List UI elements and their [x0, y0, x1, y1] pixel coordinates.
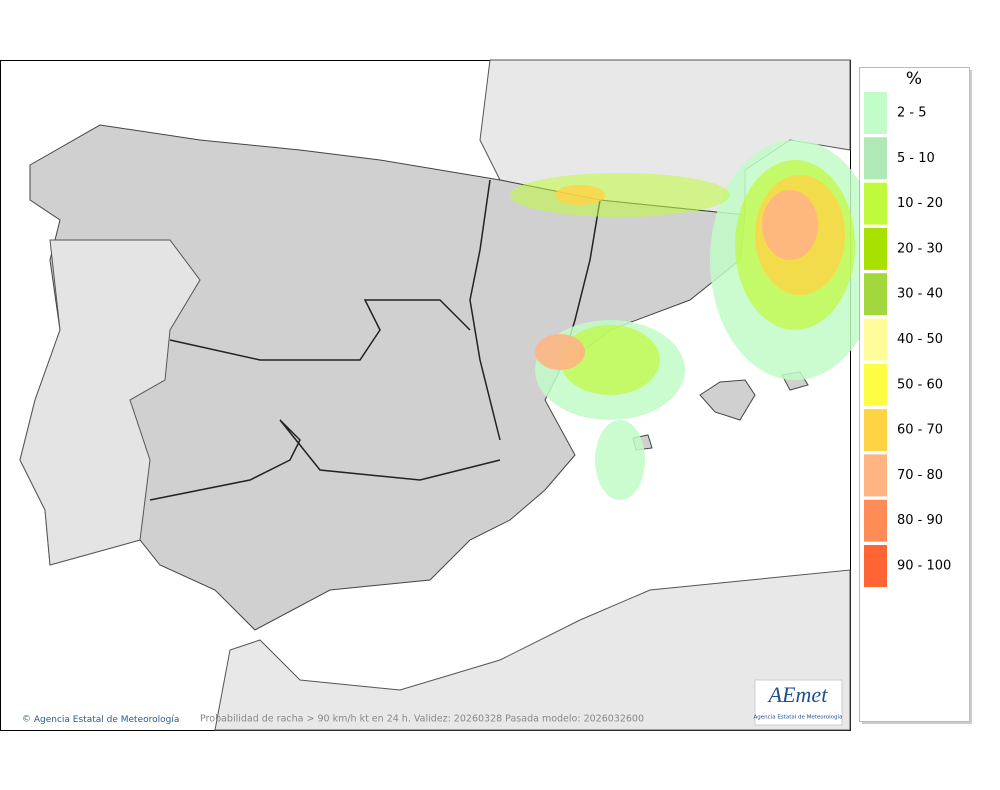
- legend-label: 2 - 5: [897, 106, 927, 121]
- area: [595, 420, 645, 500]
- legend-swatch: [864, 92, 887, 134]
- legend-label: 10 - 20: [897, 196, 943, 211]
- border: [169, 299, 471, 361]
- legend-swatch: [864, 499, 887, 542]
- area: [762, 190, 818, 260]
- portugal: [19, 239, 201, 566]
- legend-swatch: [864, 182, 887, 225]
- legend-swatch: [864, 273, 887, 316]
- area: [560, 325, 660, 395]
- legend-swatch: [864, 409, 887, 452]
- border: [469, 179, 501, 441]
- area: [510, 173, 730, 217]
- logo-subtitle: Agencia Estatal de Meteorología: [754, 714, 843, 721]
- legend-swatch: [864, 227, 887, 270]
- legend-title: %: [906, 69, 922, 89]
- probability-areas: [510, 140, 880, 500]
- legend-label: 40 - 50: [897, 332, 943, 347]
- legend-label: 60 - 70: [897, 423, 943, 438]
- legend-label: 5 - 10: [897, 151, 935, 166]
- legend-label: 90 - 100: [897, 559, 951, 574]
- mallorca: [699, 379, 756, 421]
- area: [535, 334, 585, 370]
- legend: % 2 - 5 5 - 10 10 - 20 20 - 30 30 - 40 40 - 5…: [859, 67, 972, 724]
- legend-swatch: [864, 454, 887, 497]
- legend-swatch: [864, 545, 887, 587]
- caption: Probabilidad de racha > 90 km/h kt en 24…: [200, 714, 644, 725]
- logo-box: [754, 679, 843, 726]
- legend-label: 80 - 90: [897, 513, 943, 528]
- legend-label: 20 - 30: [897, 241, 943, 256]
- legend-label: 50 - 60: [897, 377, 943, 392]
- map: © Agencia Estatal de Meteorología Probab…: [0, 59, 880, 731]
- logo-name: AEmet: [767, 682, 829, 707]
- copyright-text: Agencia Estatal de Meteorología: [34, 715, 180, 725]
- area: [555, 185, 605, 205]
- africa: [214, 569, 851, 731]
- legend-swatch: [864, 363, 887, 406]
- border: [149, 419, 501, 501]
- legend-label: 30 - 40: [897, 287, 943, 302]
- legend-swatch: [864, 137, 887, 180]
- legend-swatch: [864, 318, 887, 361]
- region-borders: [149, 179, 601, 501]
- copyright: © Agencia Estatal de Meteorología: [22, 715, 179, 725]
- legend-label: 70 - 80: [897, 468, 943, 483]
